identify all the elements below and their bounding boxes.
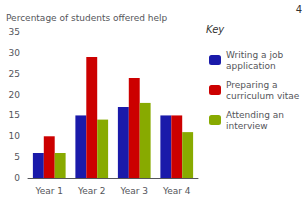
svg-text:Year 1: Year 1 <box>34 186 63 196</box>
svg-text:5: 5 <box>14 152 20 162</box>
svg-text:4: 4 <box>296 4 302 15</box>
svg-text:curriculum vitae: curriculum vitae <box>226 91 300 101</box>
svg-text:Year 2: Year 2 <box>77 186 106 196</box>
svg-text:interview: interview <box>226 121 268 131</box>
svg-text:15: 15 <box>9 110 20 120</box>
svg-text:10: 10 <box>9 131 21 141</box>
svg-text:Preparing a: Preparing a <box>226 80 280 90</box>
svg-text:Attending an: Attending an <box>226 110 287 120</box>
svg-text:25: 25 <box>9 69 20 79</box>
svg-text:application: application <box>226 61 276 71</box>
svg-text:Percentage of students offered: Percentage of students offered help <box>6 13 168 23</box>
svg-text:Writing a job: Writing a job <box>226 50 286 60</box>
svg-text:20: 20 <box>9 90 21 100</box>
svg-text:Year 3: Year 3 <box>119 186 148 196</box>
svg-text:35: 35 <box>9 27 20 37</box>
svg-text:Key: Key <box>206 24 225 35</box>
svg-text:30: 30 <box>9 48 21 58</box>
svg-text:Year 4: Year 4 <box>162 186 191 196</box>
svg-text:0: 0 <box>14 173 20 183</box>
